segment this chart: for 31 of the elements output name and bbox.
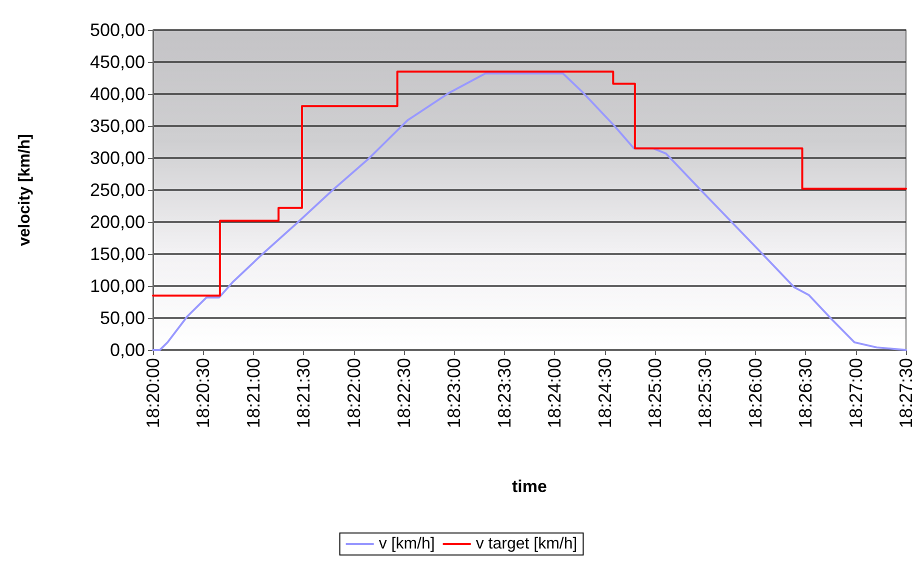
y-tick-label: 150,00: [90, 244, 145, 264]
y-tick-label: 250,00: [90, 180, 145, 200]
y-tick-label: 50,00: [100, 308, 145, 328]
y-tick-label: 400,00: [90, 84, 145, 104]
x-tick-label: 18:21:00: [243, 358, 264, 428]
y-axis-title: velocity [km/h]: [16, 134, 34, 246]
x-tick-label: 18:26:00: [745, 358, 766, 428]
x-axis-title: time: [512, 477, 547, 496]
x-tick-label: 18:23:00: [444, 358, 464, 428]
x-tick-label: 18:24:00: [544, 358, 565, 428]
x-tick-label: 18:23:30: [494, 358, 514, 428]
legend-label: v [km/h]: [378, 536, 435, 552]
x-tick-label: 18:20:00: [143, 358, 163, 428]
y-tick-label: 350,00: [90, 116, 145, 136]
x-tick-label: 18:22:30: [394, 358, 414, 428]
y-tick-label: 300,00: [90, 148, 145, 168]
y-tick-label: 450,00: [90, 52, 145, 72]
x-tick-label: 18:21:30: [294, 358, 314, 428]
x-tick-label: 18:27:30: [896, 358, 916, 428]
x-tick-label: 18:22:00: [344, 358, 364, 428]
y-tick-label: 0,00: [110, 340, 145, 360]
x-tick-label: 18:27:00: [846, 358, 866, 428]
x-tick-label: 18:25:30: [695, 358, 716, 428]
y-tick-label: 500,00: [90, 20, 145, 40]
x-tick-label: 18:24:30: [594, 358, 615, 428]
x-tick-label: 18:26:30: [796, 358, 816, 428]
x-tick-label: 18:25:00: [645, 358, 666, 428]
y-tick-label: 200,00: [90, 212, 145, 232]
x-tick-label: 18:20:30: [193, 358, 214, 428]
y-tick-label: 100,00: [90, 276, 145, 296]
legend-label: v target [km/h]: [476, 536, 578, 552]
